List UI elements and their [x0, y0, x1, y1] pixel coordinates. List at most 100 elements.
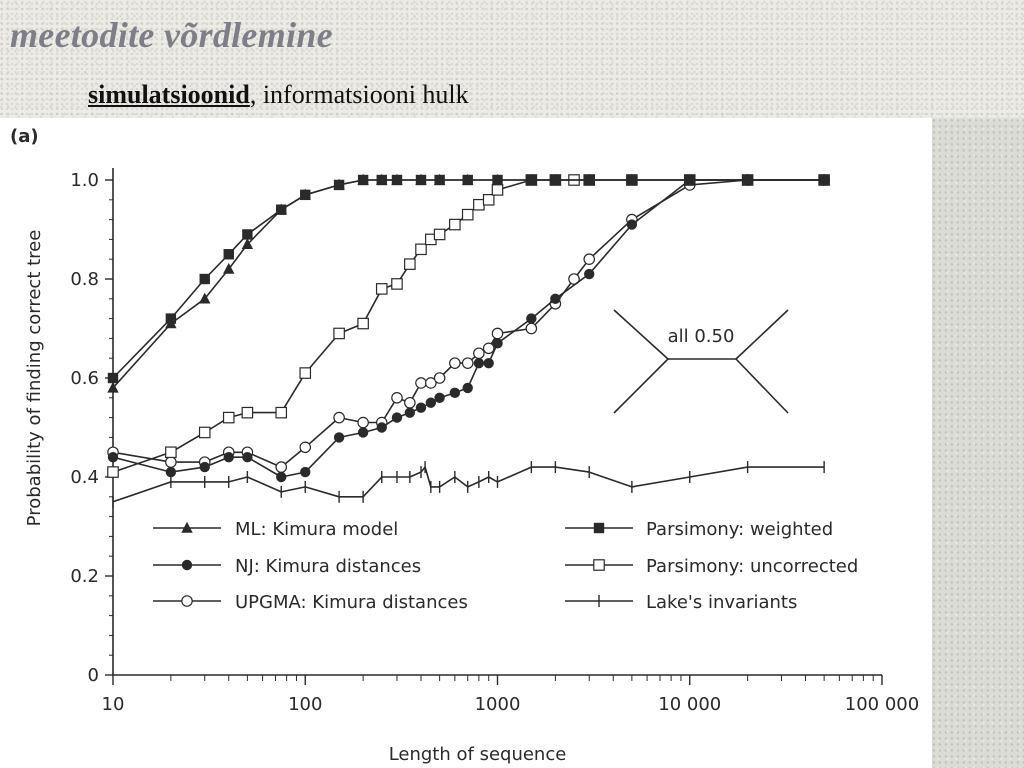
legend-label: Parsimony: weighted [646, 519, 833, 540]
data-point [462, 174, 473, 186]
tree-branch [735, 309, 789, 360]
legend-label: UPGMA: Kimura distances [235, 592, 468, 613]
data-point [684, 174, 695, 186]
data-point [299, 367, 312, 379]
data-point [482, 193, 495, 206]
data-point [462, 382, 473, 394]
data-point [404, 407, 416, 418]
data-point [583, 253, 596, 265]
data-point [199, 273, 210, 285]
data-point [333, 432, 345, 443]
data-point [242, 229, 253, 240]
legend-swatch-marker [181, 521, 193, 533]
data-point [333, 327, 345, 340]
data-point [526, 174, 537, 186]
y-tick-label: 0.4 [70, 467, 99, 488]
data-point [242, 452, 253, 463]
data-point [357, 174, 369, 186]
data-point [425, 377, 437, 389]
data-point [818, 174, 830, 186]
panel-label: (a) [10, 126, 39, 147]
data-point [165, 466, 177, 478]
data-point [391, 278, 403, 290]
data-point [241, 406, 254, 419]
data-point [433, 228, 446, 241]
data-point [473, 347, 485, 360]
x-axis-label: Length of sequence [389, 744, 567, 765]
data-point [223, 262, 235, 274]
data-point [473, 357, 485, 369]
y-tick-label: 0.6 [70, 368, 99, 389]
slide-title: meetodite võrdlemine [10, 15, 333, 55]
data-point [276, 204, 287, 215]
data-point [300, 466, 311, 478]
data-point [107, 452, 119, 463]
data-point [449, 357, 461, 369]
data-point [223, 249, 234, 260]
data-point [492, 174, 503, 186]
data-point [461, 208, 474, 221]
data-point [391, 174, 403, 186]
tree-branch [735, 358, 789, 414]
legend-swatch-marker [181, 559, 193, 571]
legend-item: ML: Kimura model [153, 519, 398, 540]
legend-item: UPGMA: Kimura distances [153, 592, 468, 613]
tree-branch [613, 358, 669, 414]
y-tick-label: 0.8 [70, 269, 99, 290]
data-point [165, 313, 177, 324]
subtitle-rest: , informatsiooni hulk [249, 80, 469, 109]
legend-label: NJ: Kimura distances [235, 556, 421, 577]
y-tick-label: 0 [88, 665, 99, 686]
data-point [300, 189, 311, 201]
data-point [107, 372, 119, 384]
legend-swatch-marker [181, 595, 193, 607]
data-point [415, 243, 427, 256]
chart-svg: (a) 0 0.2 0.4 0.6 0.8 1.0 10 100 1000 10 000 100 00… [10, 126, 919, 765]
data-point [223, 452, 234, 463]
data-point [165, 456, 177, 468]
x-tick-label: 1000 [475, 694, 521, 715]
data-point [299, 441, 312, 454]
data-point [491, 184, 504, 196]
data-point [473, 198, 485, 211]
data-point [357, 416, 369, 429]
x-tick-label: 100 [288, 694, 322, 715]
data-point [526, 313, 537, 324]
data-point [165, 446, 177, 459]
data-point [275, 406, 288, 419]
data-point [391, 391, 403, 404]
legend-swatch-marker [593, 559, 605, 571]
legend-label: ML: Kimura model [235, 519, 398, 540]
data-point [492, 338, 503, 349]
data-point [375, 283, 388, 295]
legend-item: Parsimony: uncorrected [565, 556, 858, 577]
legend-label: Parsimony: uncorrected [646, 556, 858, 577]
data-point [391, 412, 403, 423]
data-point [482, 342, 495, 355]
data-point [357, 427, 369, 438]
data-point [550, 174, 561, 186]
data-point [415, 174, 427, 186]
data-point [275, 461, 288, 473]
data-point [199, 292, 211, 304]
data-point [434, 392, 445, 403]
data-point [404, 258, 416, 270]
legend-label: Lake's invariants [646, 592, 797, 613]
subtitle-keyword: simulatsioonid [88, 80, 250, 109]
series-lake-s-invariants [112, 461, 825, 508]
data-point [415, 402, 427, 413]
data-point [333, 179, 345, 191]
series-line [112, 466, 825, 503]
data-point [483, 357, 494, 369]
data-point [107, 466, 119, 478]
data-point [199, 461, 210, 473]
data-point [491, 327, 504, 340]
data-point [433, 372, 446, 384]
tree-branch [613, 309, 669, 360]
data-point [742, 174, 753, 186]
data-point [626, 174, 638, 186]
data-point [376, 174, 387, 186]
data-point [525, 322, 538, 335]
data-point [357, 317, 369, 330]
data-point [584, 268, 595, 280]
